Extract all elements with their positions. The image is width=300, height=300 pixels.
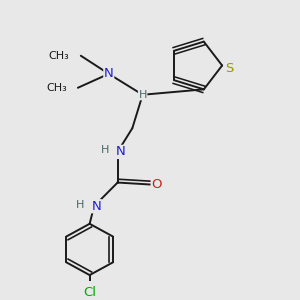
- Text: Cl: Cl: [83, 286, 96, 299]
- Text: CH₃: CH₃: [46, 83, 67, 93]
- Text: H: H: [139, 90, 147, 100]
- Text: S: S: [225, 62, 234, 75]
- Text: O: O: [151, 178, 162, 191]
- Text: H: H: [100, 146, 109, 155]
- Text: CH₃: CH₃: [49, 51, 70, 61]
- Text: N: N: [116, 146, 125, 158]
- Text: N: N: [104, 67, 114, 80]
- Text: H: H: [76, 200, 85, 210]
- Text: N: N: [92, 200, 101, 213]
